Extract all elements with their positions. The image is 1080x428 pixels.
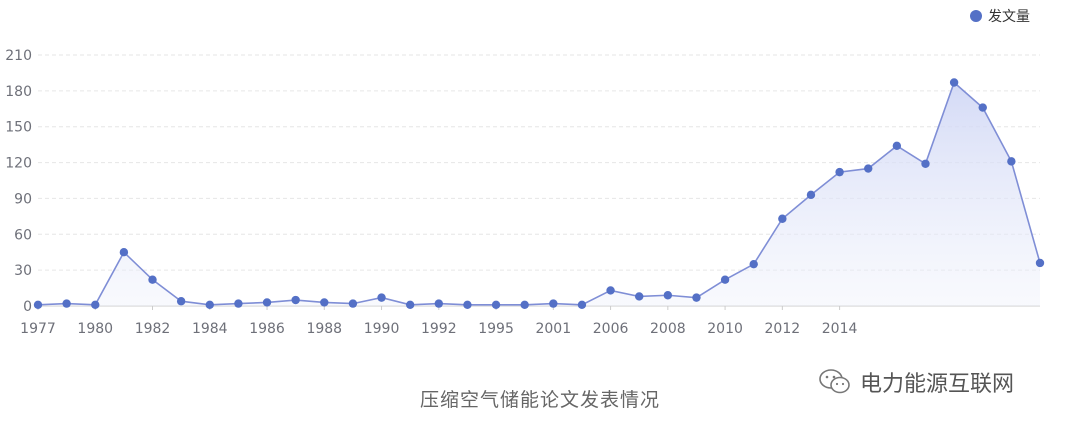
x-tick-label: 2014 <box>822 321 858 337</box>
data-point[interactable] <box>348 299 358 308</box>
data-point[interactable] <box>148 275 157 284</box>
x-axis: 1977 1980 1982 1984 1986 1988 1990 1992 1995 2001… <box>20 305 1040 337</box>
data-point[interactable] <box>176 297 186 306</box>
series-area <box>38 82 1040 307</box>
data-point[interactable] <box>1035 258 1045 268</box>
series-line <box>37 81 1041 306</box>
data-point[interactable] <box>692 293 701 302</box>
data-point[interactable] <box>405 300 415 310</box>
x-tick-label: 1988 <box>306 321 342 337</box>
data-point[interactable] <box>577 300 587 310</box>
data-point[interactable] <box>205 300 214 310</box>
y-tick-label: 60 <box>14 227 32 243</box>
x-tick-label: 2012 <box>765 321 801 337</box>
data-point[interactable] <box>320 298 329 307</box>
y-tick-label: 30 <box>14 263 32 279</box>
data-point[interactable] <box>1007 157 1016 166</box>
x-tick-label: 1977 <box>20 321 56 337</box>
x-tick-label: 1990 <box>364 321 400 337</box>
data-point[interactable] <box>949 78 959 87</box>
x-tick-label: 2010 <box>707 321 743 337</box>
data-point[interactable] <box>62 299 71 308</box>
y-tick-label: 180 <box>5 84 32 100</box>
chart-caption: 压缩空气储能论文发表情况 <box>419 389 660 411</box>
data-point[interactable] <box>33 300 43 310</box>
x-tick-label: 1986 <box>249 321 285 337</box>
data-point[interactable] <box>91 300 100 310</box>
data-point[interactable] <box>549 299 558 308</box>
data-point[interactable] <box>434 299 443 308</box>
data-point[interactable] <box>892 141 902 151</box>
legend-marker <box>970 10 982 22</box>
x-tick-label: 2006 <box>593 321 629 337</box>
data-point[interactable] <box>377 293 386 302</box>
data-point[interactable] <box>262 298 272 307</box>
data-point[interactable] <box>119 248 129 257</box>
data-point[interactable] <box>635 292 644 301</box>
y-tick-label: 210 <box>5 48 32 64</box>
data-point[interactable] <box>921 159 930 168</box>
data-point[interactable] <box>234 299 243 308</box>
data-point[interactable] <box>864 164 873 173</box>
x-tick-label: 1992 <box>421 321 457 337</box>
data-point[interactable] <box>978 103 987 112</box>
data-point[interactable] <box>778 214 787 223</box>
data-point[interactable] <box>835 167 844 177</box>
y-tick-label: 0 <box>23 299 32 315</box>
legend-label: 发文量 <box>988 9 1030 25</box>
data-point[interactable] <box>749 259 758 269</box>
data-point[interactable] <box>491 300 501 310</box>
data-point[interactable] <box>463 300 472 310</box>
x-tick-label: 1982 <box>135 321 171 337</box>
series-fawenliang <box>33 78 1045 310</box>
data-point[interactable] <box>520 300 529 310</box>
x-tick-label: 1984 <box>192 321 228 337</box>
data-point[interactable] <box>663 291 673 300</box>
legend[interactable]: 发文量 <box>970 6 1030 26</box>
data-point[interactable] <box>720 275 730 284</box>
x-tick-label: 2008 <box>650 321 686 337</box>
wechat-icon <box>819 369 850 394</box>
y-tick-label: 150 <box>5 120 32 136</box>
watermark: 电力能源互联网 <box>818 366 1014 398</box>
x-tick-label: 2001 <box>535 321 571 337</box>
y-tick-label: 120 <box>5 156 32 172</box>
data-point[interactable] <box>806 190 816 200</box>
y-axis: 0 30 60 90 120 150 180 210 <box>5 48 32 315</box>
x-tick-label: 1995 <box>478 321 514 337</box>
x-tick-label: 1980 <box>77 321 113 337</box>
y-tick-label: 90 <box>14 191 32 207</box>
data-point[interactable] <box>291 295 300 305</box>
data-point[interactable] <box>606 286 615 295</box>
watermark-text: 电力能源互联网 <box>860 372 1015 397</box>
